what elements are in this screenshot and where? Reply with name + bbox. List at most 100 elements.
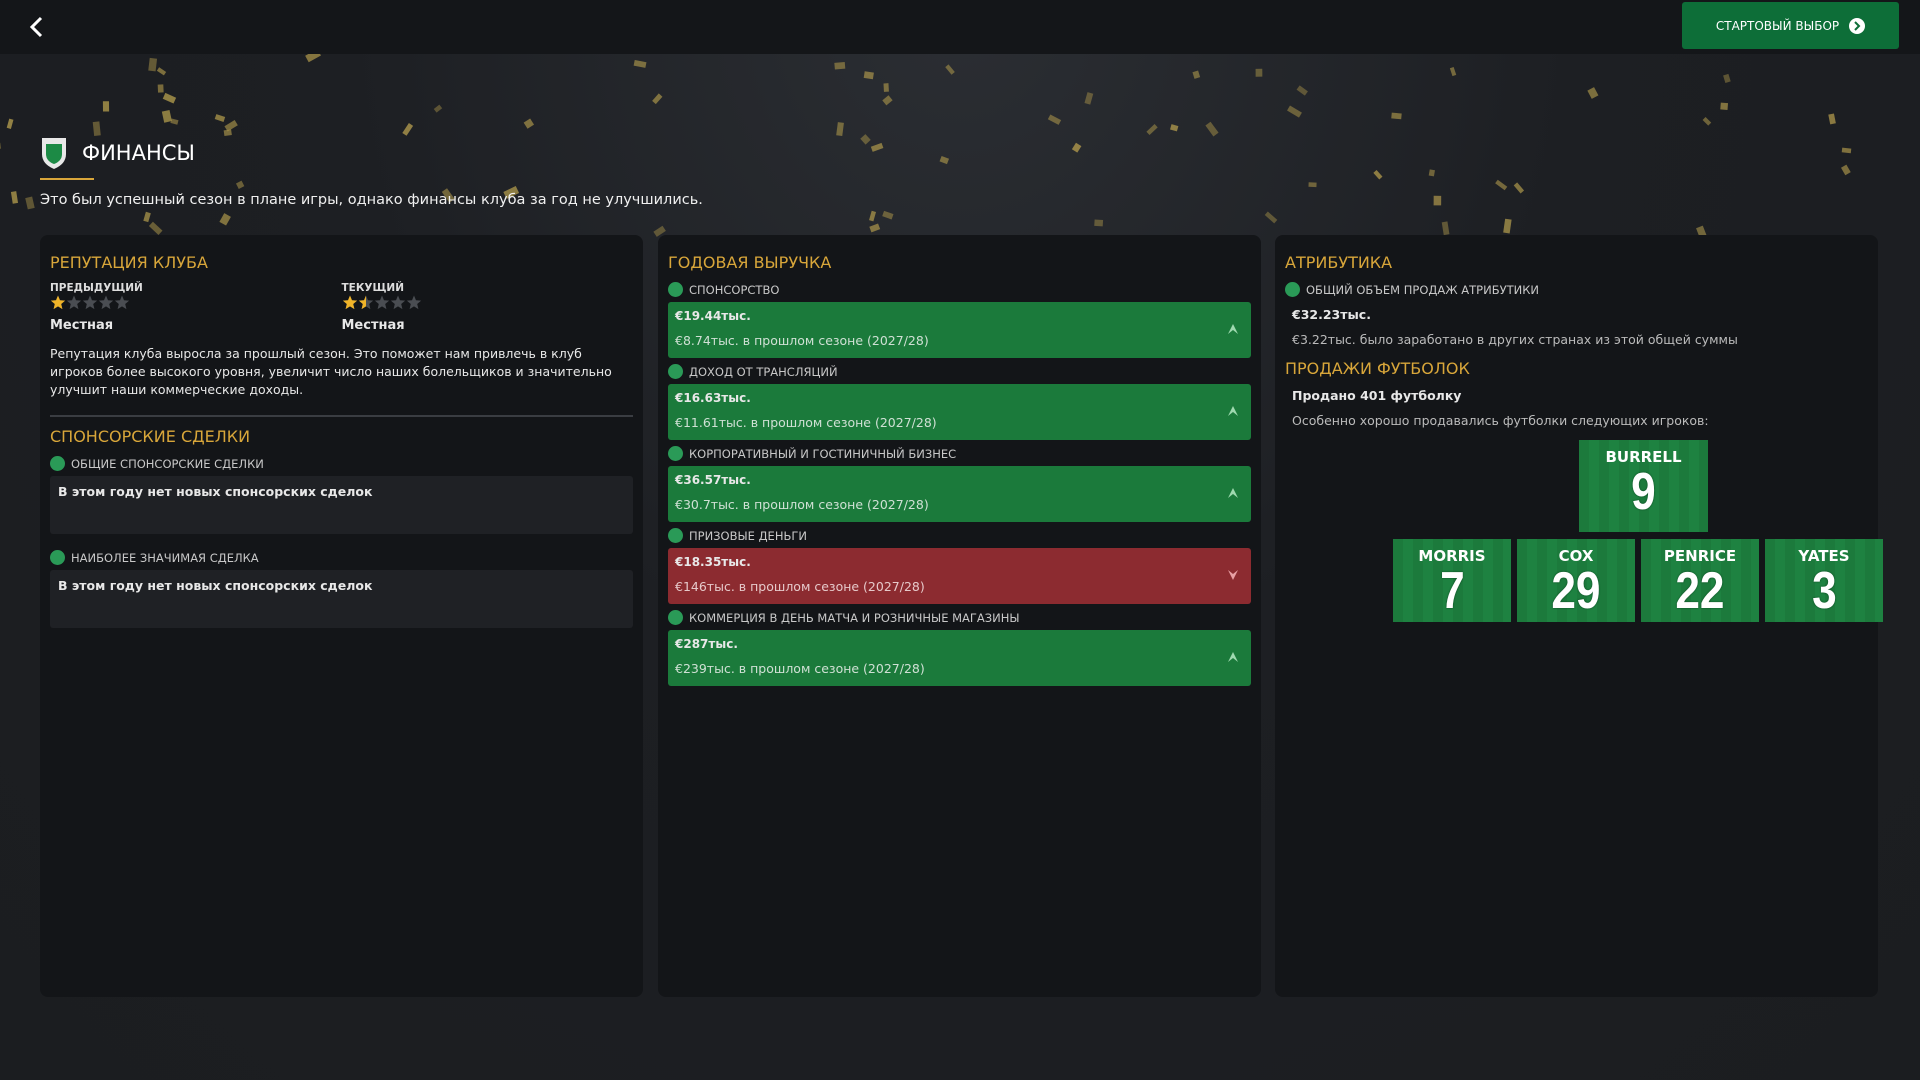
subheading: ПРИЗОВЫЕ ДЕНЬГИ [668, 528, 1251, 543]
star-filled [342, 295, 357, 310]
icon [1285, 282, 1300, 297]
player-name: MORRIS [1418, 547, 1486, 565]
subheading: ДОХОД ОТ ТРАНСЛЯЦИЙ [668, 364, 1251, 379]
star-filled [50, 295, 66, 310]
deal-box: В этом году нет новых спонсорских сделок [50, 476, 633, 534]
player-number: 29 [1551, 562, 1601, 620]
revenue-card: €19.44тыс. €8.74тыс. в прошлом сезоне (20… [668, 302, 1251, 358]
star-filled [358, 295, 366, 310]
confetti-piece [1428, 169, 1435, 177]
confetti-piece [1720, 102, 1729, 110]
confetti-piece [1723, 73, 1731, 83]
merchandise-panel: АТРИБУТИКА ОБЩИЙ ОБЪЕМ ПРОДАЖ АТРИБУТИКИ… [1275, 235, 1883, 997]
level: Местная [50, 318, 114, 333]
panel-heading: РЕПУТАЦИЯ КЛУБА [50, 253, 208, 272]
panel-heading: ПРОДАЖИ ФУТБОЛОК [1285, 359, 1470, 378]
subheading: КОРПОРАТИВНЫЙ И ГОСТИНИЧНЫЙ БИЗНЕС [668, 446, 1251, 461]
confetti-piece [523, 118, 535, 129]
level: Местная [341, 318, 405, 333]
revenue-card: €287тыс. €239тыс. в прошлом сезоне (2027/… [668, 630, 1251, 686]
confetti-piece [224, 120, 238, 132]
jersey: BURRELL 9 [1579, 440, 1708, 532]
confetti-piece [652, 93, 663, 105]
reputation-panel: РЕПУТАЦИЯ КЛУБА ПРЕДЫДУЩИЙ Местная ТЕКУЩ… [40, 235, 643, 997]
divider [50, 415, 633, 417]
confetti-piece [235, 180, 245, 189]
confetti-piece [1047, 114, 1062, 125]
confetti-piece [1841, 147, 1852, 154]
confetti-piece [939, 155, 950, 165]
panel-heading: СПОНСОРСКИЕ СДЕЛКИ [50, 427, 251, 446]
trend-arrow-shape [1228, 652, 1238, 662]
confetti-piece [1587, 87, 1599, 99]
label: СПОНСОРСТВО [689, 282, 780, 297]
confetti-piece [170, 118, 179, 125]
player-number: 9 [1631, 463, 1656, 521]
icon [50, 456, 65, 471]
confetti-piece [143, 211, 151, 223]
star-empty [374, 295, 389, 310]
confetti-piece [1495, 179, 1508, 191]
confetti-piece [863, 71, 874, 80]
confetti-piece [870, 142, 884, 152]
confetti-piece [1296, 85, 1308, 96]
player-number: 7 [1439, 562, 1465, 620]
confetti-piece [945, 64, 955, 75]
revenue-card: €16.63тыс. €11.61тыс. в прошлом сезоне (2… [668, 384, 1251, 440]
revenue-previous: €11.61тыс. в прошлом сезоне (2027/28) [675, 415, 937, 430]
revenue-panel: ГОДОВАЯ ВЫРУЧКА СПОНСОРСТВО €19.44тыс. €8.… [658, 235, 1261, 997]
confetti-piece [1146, 124, 1158, 136]
star-empty [98, 295, 114, 310]
revenue-value: €36.57тыс. [675, 473, 751, 487]
confetti-piece [441, 188, 455, 203]
icon [668, 446, 683, 461]
button-label: СТАРТОВЫЙ ВЫБОР [1715, 18, 1840, 33]
trend-arrow [1228, 406, 1238, 416]
club-badge [42, 138, 66, 169]
reputation-columns: ПРЕДЫДУЩИЙ Местная ТЕКУЩИЙ Местная [50, 282, 633, 333]
subheading: ОБЩИЕ СПОНСОРСКИЕ СДЕЛКИ [50, 456, 633, 471]
confetti-piece [6, 118, 14, 129]
label: ПРИЗОВЫЕ ДЕНЬГИ [689, 528, 807, 543]
confetti-piece [882, 210, 894, 220]
jersey: MORRIS 7 [1393, 539, 1511, 622]
revenue-card: €18.35тыс. €146тыс. в прошлом сезоне (202… [668, 548, 1251, 604]
star-empty [390, 295, 405, 310]
revenue-previous: €239тыс. в прошлом сезоне (2027/28) [675, 661, 925, 676]
player-name: YATES [1798, 547, 1850, 565]
title-underline [40, 178, 94, 180]
confetti-piece [1192, 70, 1201, 79]
confetti-piece [433, 104, 443, 113]
trend-arrow-shape [1228, 324, 1238, 334]
confetti-piece [882, 95, 893, 106]
trend-arrow-shape [1228, 406, 1238, 416]
confetti-piece [1094, 219, 1104, 227]
trend-arrow [1228, 488, 1238, 498]
revenue-card: €36.57тыс. €30.7тыс. в прошлом сезоне (20… [668, 466, 1251, 522]
jerseys: BURRELL 9 MORRIS 7 COX 29 PENRICE 22 YATES 3 [1285, 440, 1883, 640]
player-name: COX [1558, 547, 1594, 565]
top-bar: СТАРТОВЫЙ ВЫБОР [0, 0, 1920, 54]
trend-arrow [1228, 570, 1238, 580]
label: ПРЕДЫДУЩИЙ [50, 282, 143, 294]
panel-heading: АТРИБУТИКА [1285, 253, 1393, 272]
star-empty [66, 295, 82, 310]
back-button[interactable] [22, 12, 52, 42]
revenue-value: €19.44тыс. [675, 309, 751, 323]
confetti-piece [148, 57, 158, 72]
deal-box: В этом году нет новых спонсорских сделок [50, 570, 633, 628]
confetti-piece [1702, 117, 1712, 126]
subheading: НАИБОЛЕЕ ЗНАЧИМАЯ СДЕЛКА [50, 550, 633, 565]
label: КОРПОРАТИВНЫЙ И ГОСТИНИЧНЫЙ БИЗНЕС [689, 446, 957, 461]
page-title: ФИНАНСЫ [82, 141, 195, 165]
merch-note: €3.22тыс. было заработано в других стран… [1292, 332, 1738, 347]
previous: ПРЕДЫДУЩИЙ Местная [50, 282, 342, 333]
confetti-piece [633, 59, 647, 68]
trend-arrow-shape [1228, 570, 1238, 580]
confetti-piece [402, 123, 414, 136]
start-button[interactable]: СТАРТОВЫЙ ВЫБОР [1682, 2, 1899, 49]
confetti-piece [1433, 195, 1442, 206]
confetti-piece [161, 109, 172, 123]
label: ОБЩИЙ ОБЪЕМ ПРОДАЖ АТРИБУТИКИ [1306, 282, 1539, 297]
